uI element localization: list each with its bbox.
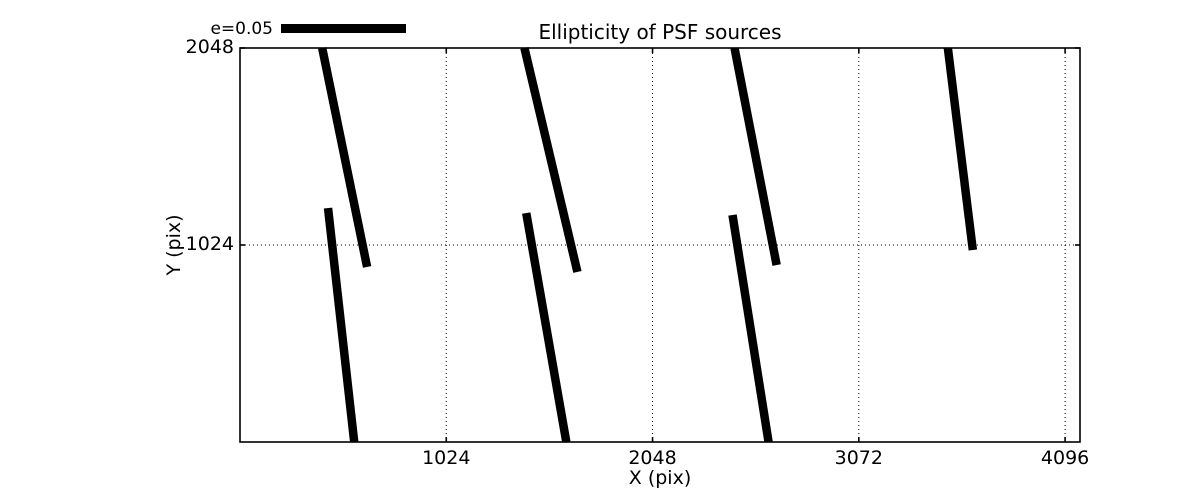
whisker-segment	[728, 214, 773, 443]
whisker-segment	[318, 47, 372, 268]
chart-title: Ellipticity of PSF sources	[538, 20, 782, 44]
x-axis-label: X (pix)	[628, 467, 692, 489]
whisker-segment	[522, 212, 571, 443]
legend-label: e=0.05	[210, 19, 273, 39]
whisker-segment	[943, 47, 978, 251]
x-tick-label: 2048	[628, 447, 677, 469]
whisker-segment	[520, 47, 582, 273]
x-tick-label: 3072	[834, 447, 883, 469]
whisker-segment	[730, 47, 781, 266]
x-tick-label: 4096	[1040, 447, 1090, 469]
y-tick-label: 2048	[185, 36, 234, 58]
whisker-segment	[323, 207, 359, 443]
legend-scale-bar	[281, 24, 406, 33]
y-tick-label: 1024	[185, 233, 234, 255]
x-tick-label: 1024	[422, 447, 471, 469]
